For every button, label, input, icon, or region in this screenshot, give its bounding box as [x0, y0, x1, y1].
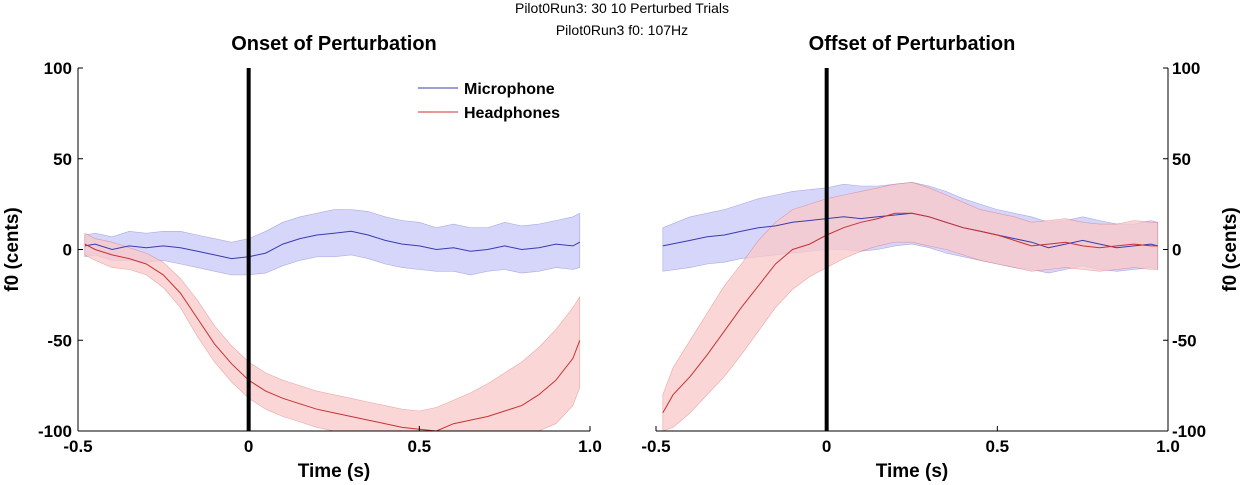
panel1-x-axis-label: Time (s) [876, 461, 949, 482]
panel1-title: Offset of Perturbation [809, 33, 1016, 55]
panel0-y-axis-label: f0 (cents) [2, 207, 23, 291]
panel0-y-tick-label: -100 [38, 422, 72, 441]
panel1-x-tick-label: 0.5 [986, 437, 1010, 456]
panel1-headphones-line [662, 212, 1158, 414]
panel1-y-tick-label: -50 [1172, 331, 1197, 350]
panel0-y-tick-label: 100 [44, 59, 72, 78]
panel1-x-tick-label: 0 [822, 437, 831, 456]
panel0-legend: Microphone Headphones [418, 81, 560, 122]
panel0-headphones-band [84, 232, 581, 431]
panel0-y-tick-label: -50 [47, 331, 72, 350]
panel0-x-tick-label: -0.5 [63, 437, 92, 456]
panel0-y-tick-label: 50 [53, 150, 72, 169]
offset-panel: -0.5 0 0.5 1.0-100 -50 0 50 100 Offset of Pertur… [641, 33, 1241, 482]
panel1-plot-area [662, 181, 1159, 431]
figure-suptitle-line1: Pilot0Run3: 30 10 Perturbed Trials [515, 0, 729, 16]
panel0-x-axis-label: Time (s) [298, 461, 371, 482]
panel0-microphone-band [84, 209, 581, 276]
panel0-y-tick-label: 0 [63, 241, 72, 260]
legend-label-microphone: Microphone [464, 81, 555, 98]
panel1-x-tick-label: -0.5 [641, 437, 670, 456]
panel0-x-tick-label: 0.5 [408, 437, 432, 456]
panel0-x-tick-label: 1.0 [578, 437, 602, 456]
panel1-y-axis-label: f0 (cents) [1220, 207, 1241, 291]
panel0-plot-area [84, 209, 581, 431]
panel1-y-tick-label: -100 [1172, 422, 1206, 441]
panel0-x-tick-label: 0 [244, 437, 253, 456]
panel1-headphones-band [662, 181, 1159, 431]
legend-label-headphones: Headphones [464, 105, 560, 122]
panel1-y-tick-label: 50 [1172, 150, 1191, 169]
panel0-title: Onset of Perturbation [231, 33, 437, 55]
panel1-y-tick-label: 0 [1172, 241, 1181, 260]
panel1-x-tick-label: 1.0 [1156, 437, 1180, 456]
panel0-headphones-line [84, 243, 581, 431]
panel1-y-tick-label: 100 [1172, 59, 1200, 78]
figure-suptitle-line2: Pilot0Run3 f0: 107Hz [556, 22, 688, 38]
onset-panel: -0.5 0 0.5 1.0 -100 -50 0 50 100 Onset of Perturb… [2, 33, 602, 482]
panel0-microphone-line [84, 230, 581, 260]
